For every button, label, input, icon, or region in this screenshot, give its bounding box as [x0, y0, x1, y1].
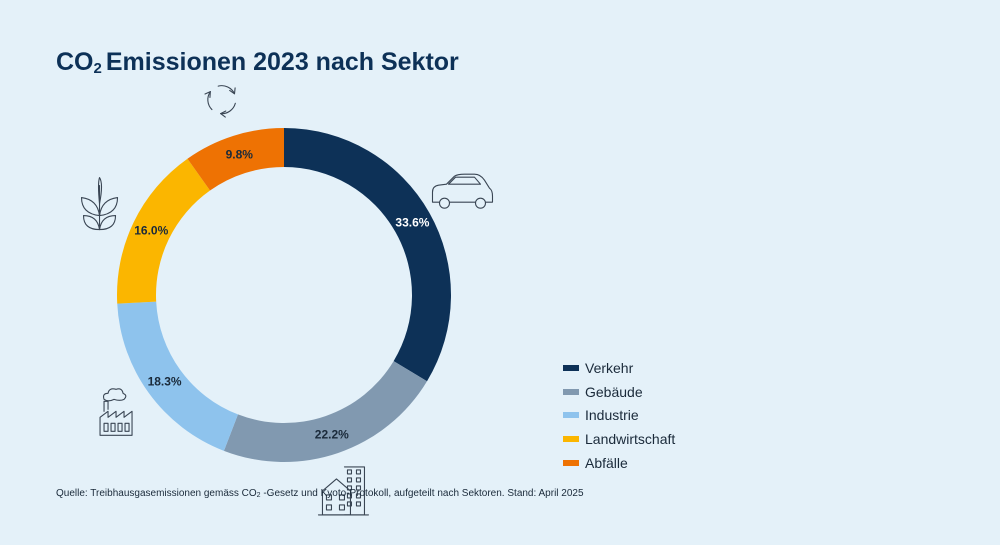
title-subscript: 2	[93, 60, 102, 77]
legend-item-industrie: Industrie	[563, 404, 675, 428]
legend-item-verkehr: Verkehr	[563, 356, 675, 380]
slice-value-label: 22.2%	[315, 428, 349, 442]
source-text: Quelle: Treibhausgasemissionen gemäss CO	[56, 488, 257, 499]
source-subscript: 2	[256, 492, 261, 499]
donut-slice-verkehr	[284, 128, 452, 382]
legend-label: Gebäude	[585, 383, 643, 400]
legend-swatch	[563, 460, 579, 467]
slice-value-label: 16.0%	[134, 224, 168, 238]
legend-label: Landwirtschaft	[585, 431, 676, 448]
slice-value-label: 18.3%	[148, 375, 182, 389]
buildings-icon	[317, 466, 370, 516]
source-note: Quelle: Treibhausgasemissionen gemäss CO…	[56, 488, 584, 499]
factory-icon	[99, 388, 133, 436]
legend-item-gebaeude: Gebäude	[563, 380, 675, 404]
legend-label: Abfälle	[585, 455, 628, 472]
recycle-icon	[204, 85, 236, 118]
legend-swatch	[563, 436, 579, 443]
legend-item-abfaelle: Abfälle	[563, 451, 675, 475]
source-text-rest: -Gesetz und Kyoto-Protokoll, aufgeteilt …	[260, 488, 584, 499]
donut-slice-landwirtschaft	[117, 158, 211, 304]
legend-label: Industrie	[585, 407, 639, 424]
slice-value-label: 9.8%	[226, 147, 254, 161]
plant-icon	[80, 177, 119, 231]
donut-slice-abfälle	[187, 128, 284, 191]
legend-label: Verkehr	[585, 359, 634, 376]
legend-swatch	[563, 412, 579, 419]
legend-swatch	[563, 364, 579, 371]
legend-item-landwirtschaft: Landwirtschaft	[563, 427, 675, 451]
chart-legend: Verkehr Gebäude Industrie Landwirtschaft…	[563, 356, 675, 475]
title-co: CO	[56, 48, 94, 76]
legend-swatch	[563, 388, 579, 395]
donut-slice-gebäude	[223, 361, 428, 463]
chart-title: CO2 Emissionen 2023 nach Sektor	[56, 48, 459, 77]
slice-value-label: 33.6%	[395, 215, 429, 229]
donut-slice-industrie	[117, 301, 238, 451]
car-icon	[431, 173, 494, 209]
title-rest: Emissionen 2023 nach Sektor	[105, 48, 459, 76]
